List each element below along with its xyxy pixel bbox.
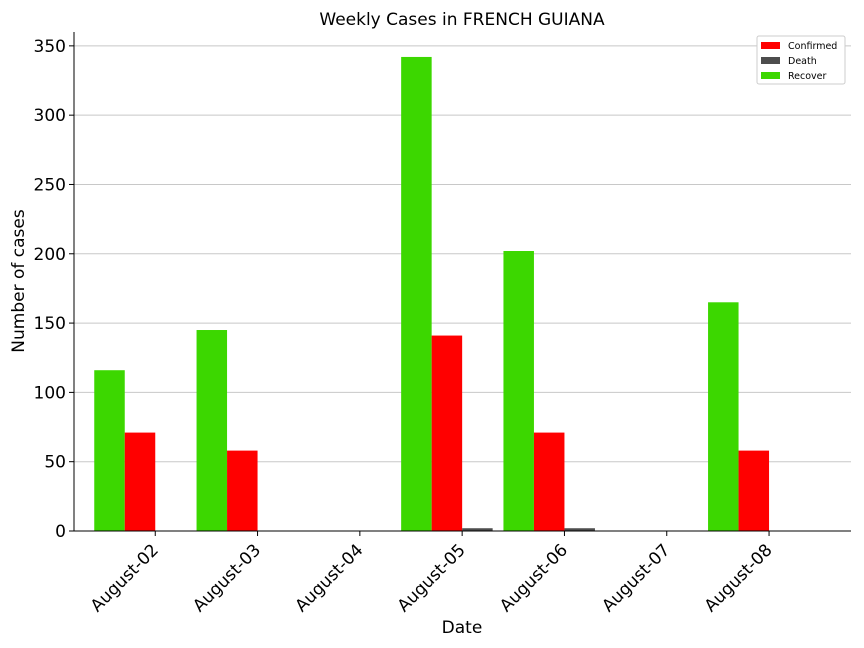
- bar-death: [564, 528, 595, 531]
- y-tick-label: 0: [55, 522, 66, 542]
- legend-label-confirmed: Confirmed: [788, 41, 837, 52]
- y-tick-label: 250: [34, 175, 66, 195]
- bar-confirmed: [227, 450, 258, 531]
- x-tick-label: August-04: [292, 540, 368, 616]
- y-tick-label: 50: [44, 453, 66, 473]
- legend-swatch-confirmed: [761, 42, 780, 49]
- y-ticks: 0 50 100 150 200 250 300 350: [34, 37, 74, 542]
- bar-confirmed: [124, 432, 156, 531]
- bar-confirmed: [533, 432, 565, 531]
- x-tick-label: August-05: [394, 540, 470, 616]
- x-ticks: August-02 August-03 August-04 August-05 Augu…: [87, 531, 777, 616]
- chart-title: Weekly Cases in FRENCH GUIANA: [319, 10, 605, 30]
- legend-swatch-death: [761, 57, 780, 64]
- bar-recover: [708, 302, 739, 531]
- bars: [94, 56, 770, 531]
- bar-recover: [503, 251, 534, 531]
- bar-recover: [196, 330, 228, 531]
- y-tick-label: 100: [34, 383, 66, 403]
- bar-death: [462, 528, 493, 531]
- bar-recover: [94, 370, 125, 531]
- x-tick-label: August-06: [496, 540, 572, 616]
- y-tick-label: 200: [34, 245, 66, 265]
- x-axis-label: Date: [442, 618, 483, 638]
- y-axis-label: Number of cases: [9, 209, 29, 353]
- x-tick-label: August-08: [701, 540, 777, 616]
- x-tick-label: August-07: [598, 540, 674, 616]
- y-tick-label: 300: [34, 106, 66, 126]
- bar-confirmed: [738, 450, 770, 531]
- y-tick-label: 350: [34, 37, 66, 57]
- bar-recover: [401, 56, 432, 531]
- x-tick-label: August-02: [87, 540, 163, 616]
- y-tick-label: 150: [34, 314, 66, 334]
- x-tick-label: August-03: [189, 540, 265, 616]
- legend-label-death: Death: [788, 56, 817, 67]
- legend-swatch-recover: [761, 72, 780, 79]
- bar-confirmed: [431, 335, 463, 531]
- legend-label-recover: Recover: [788, 71, 827, 82]
- legend: Confirmed Death Recover: [756, 35, 846, 85]
